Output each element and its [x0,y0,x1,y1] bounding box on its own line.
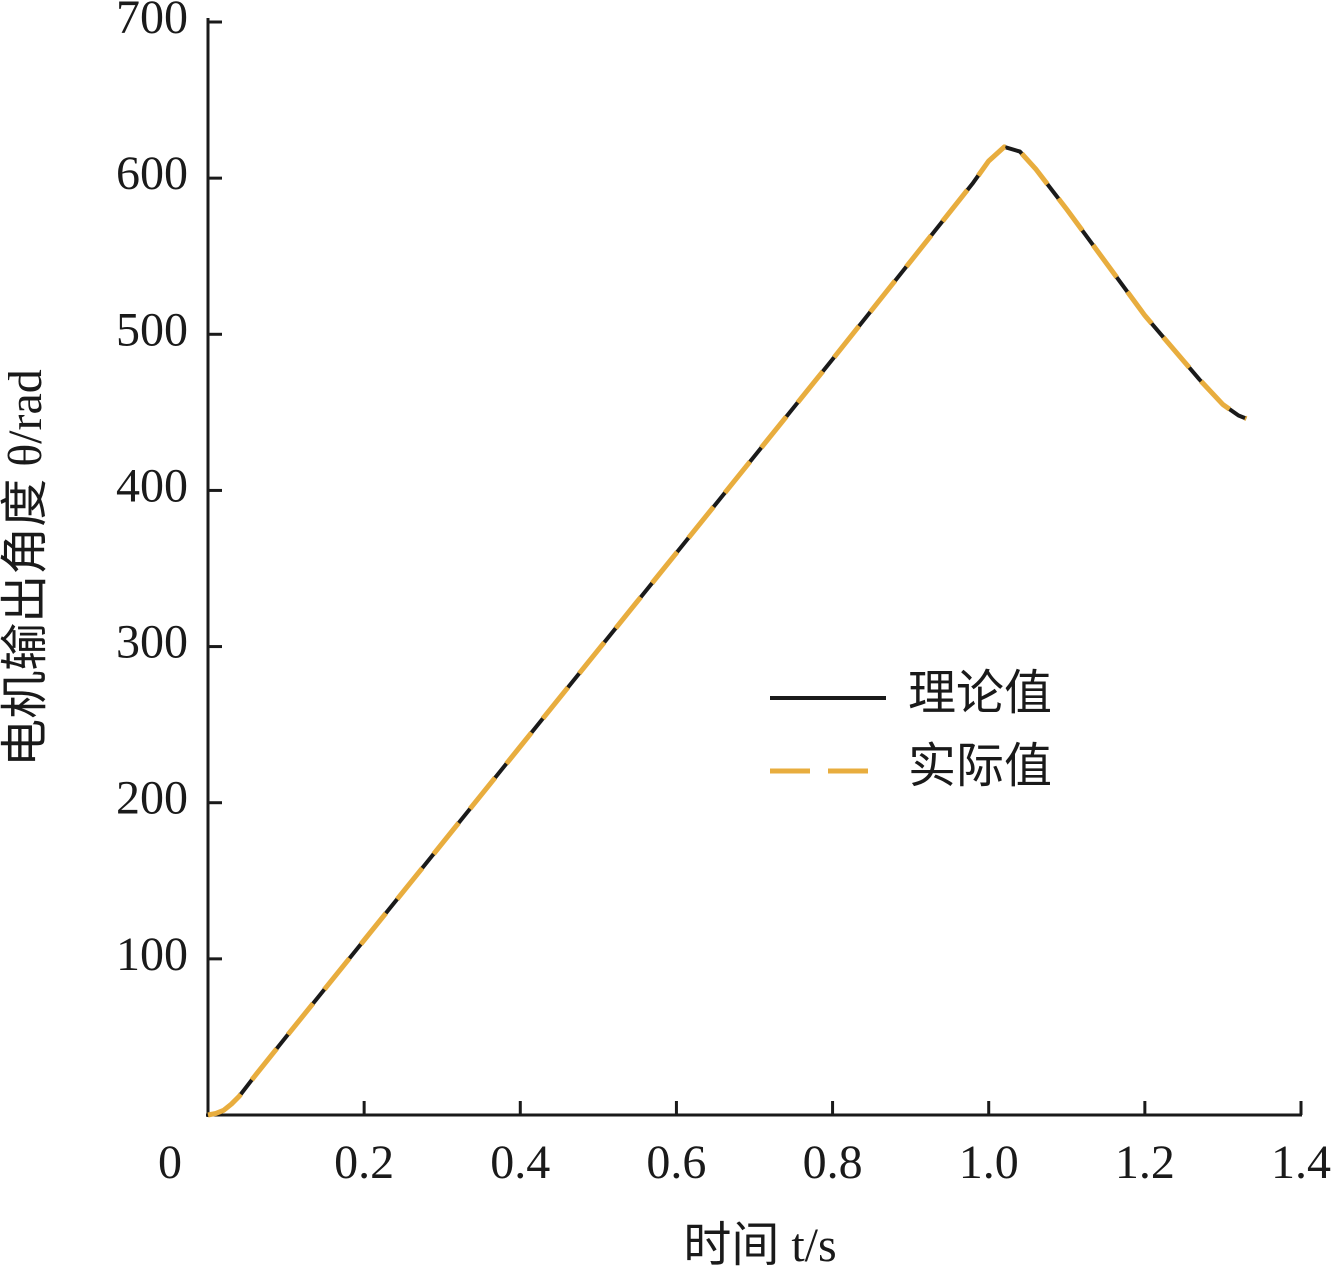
y-tick-label: 300 [116,616,188,669]
legend-label: 理论值 [908,667,1052,720]
x-tick-label: 0.8 [803,1136,863,1189]
y-axis-label: 电机输出角度 θ/rad [0,369,52,767]
x-tick-label: 0.2 [334,1136,394,1189]
x-tick-label: 1.0 [959,1136,1019,1189]
x-tick-label: 1.2 [1115,1136,1175,1189]
y-tick-label: 100 [116,928,188,981]
x-tick-label: 0.4 [490,1136,550,1189]
x-tick-label: 0 [158,1136,182,1189]
x-tick-label: 0.6 [646,1136,706,1189]
line-series [207,144,1248,1118]
y-tick-label: 400 [116,459,188,512]
legend-label: 实际值 [908,740,1052,793]
x-tick-label: 1.4 [1271,1136,1331,1189]
y-tick-label: 700 [116,0,188,44]
line-series [207,144,1248,1117]
y-tick-label: 600 [116,147,188,200]
x-axis-label: 时间 t/s [683,1219,836,1272]
y-tick-label: 200 [116,772,188,825]
y-tick-label: 500 [116,303,188,356]
